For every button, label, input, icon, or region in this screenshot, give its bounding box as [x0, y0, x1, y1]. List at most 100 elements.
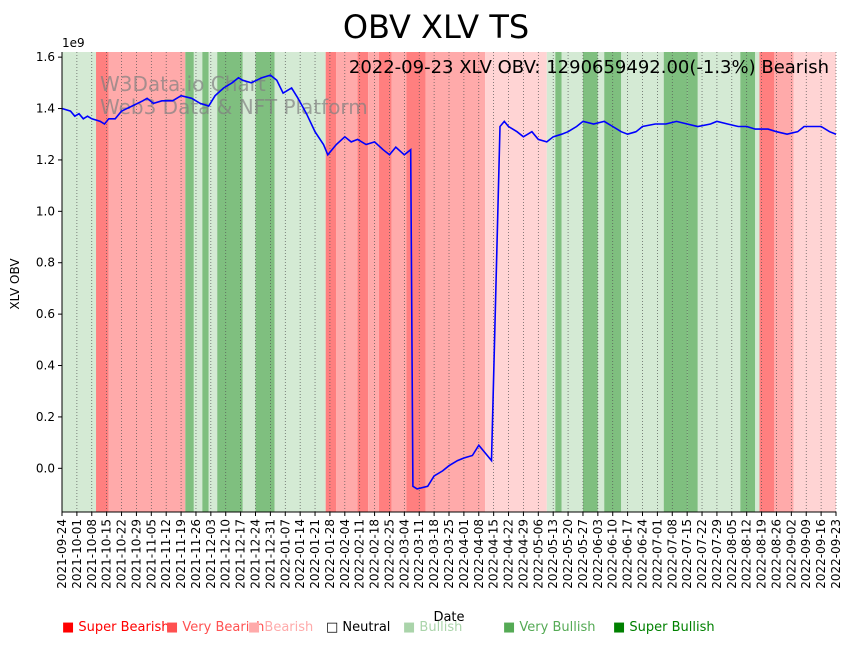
x-tick-label: 2022-03-04: [397, 519, 411, 589]
legend-item-neutral: □ Neutral: [326, 620, 391, 635]
legend-item-bearish: ■ Bearish: [248, 620, 314, 635]
x-tick-label: 2022-06-24: [636, 519, 650, 589]
y-axis-label: XLV OBV: [8, 258, 22, 310]
region-very-bullish: [687, 52, 698, 512]
x-tick-label: 2021-10-15: [100, 519, 114, 589]
x-tick-label: 2022-08-05: [725, 519, 739, 589]
x-tick-label: 2022-07-01: [650, 519, 664, 589]
x-tick-label: 2021-11-19: [174, 519, 188, 589]
y-tick-label: 1.2: [36, 153, 55, 167]
x-tick-label: 2021-10-22: [115, 519, 129, 589]
x-tick-label: 2022-07-22: [695, 519, 709, 589]
x-tick-label: 2021-12-10: [219, 519, 233, 589]
region-very-bullish: [217, 52, 243, 512]
x-tick-label: 2021-10-08: [85, 519, 99, 589]
x-tick-label: 2022-07-08: [665, 519, 679, 589]
region-very-bearish: [357, 52, 369, 512]
region-bullish: [621, 52, 664, 512]
region-very-bearish: [759, 52, 775, 512]
x-tick-label: 2022-02-11: [353, 519, 367, 589]
y-tick-label: 0.6: [36, 307, 55, 321]
latest-value-annotation: 2022-09-23 XLV OBV: 1290659492.00(-1.3%)…: [349, 57, 829, 78]
x-tick-label: 2022-01-21: [308, 519, 322, 589]
region-very-bullish: [255, 52, 275, 512]
legend-item-super-bearish: ■ Super Bearish: [62, 620, 170, 635]
x-tick-label: 2021-11-05: [144, 519, 158, 589]
obv-series-line: [61, 74, 837, 490]
region-very-bearish: [325, 52, 337, 512]
legend-item-very-bearish: ■ Very Bearish: [166, 620, 265, 635]
y-tick-label: 0.0: [36, 461, 55, 475]
x-tick-label: 2022-04-29: [516, 519, 530, 589]
x-tick-label: 2022-05-13: [546, 519, 560, 589]
legend-item-super-bullish: ■ Super Bullish: [613, 620, 715, 635]
region-bearish: [774, 52, 794, 512]
x-tick-label: 2022-06-10: [606, 519, 620, 589]
x-tick-label: 2021-09-24: [55, 519, 69, 589]
x-tick-label: 2022-05-27: [576, 519, 590, 589]
region-bullish: [697, 52, 741, 512]
x-tick-label: 2021-11-12: [159, 519, 173, 589]
x-tick-label: 2022-09-16: [814, 519, 828, 589]
x-tick-label: 2021-10-29: [129, 519, 143, 589]
x-tick-label: 2022-09-09: [799, 519, 813, 589]
region-bullish: [274, 52, 326, 512]
region-very-bullish: [582, 52, 598, 512]
x-tick-label: 2021-10-01: [70, 519, 84, 589]
region-bullish: [193, 52, 203, 512]
x-tick-label: 2022-02-04: [338, 519, 352, 589]
x-tick-label: 2021-12-03: [204, 519, 218, 589]
region-bullish: [755, 52, 760, 512]
signal-regions: [62, 52, 836, 512]
x-tick-label: 2022-06-03: [591, 519, 605, 589]
y-tick-label: 1.6: [36, 50, 55, 64]
y-tick-label: 1.4: [36, 102, 55, 116]
legend-item-very-bullish: ■ Very Bullish: [503, 620, 596, 635]
x-tick-label: 2022-03-18: [427, 519, 441, 589]
region-very-bearish: [378, 52, 392, 512]
region-very-bullish: [740, 52, 756, 512]
region-very-bullish: [663, 52, 688, 512]
x-tick-label: 2022-04-15: [487, 519, 501, 589]
x-tick-label: 2022-08-12: [740, 519, 754, 589]
y-tick-label: 1.0: [36, 204, 55, 218]
x-tick-label: 2022-02-25: [382, 519, 396, 589]
x-tick-label: 2022-09-23: [829, 519, 843, 589]
x-tick-label: 2021-12-17: [234, 519, 248, 589]
x-tick-label: 2022-05-20: [561, 519, 575, 589]
region-bearish-light: [485, 52, 547, 512]
region-bearish: [391, 52, 407, 512]
region-very-bullish: [555, 52, 562, 512]
region-bullish: [208, 52, 218, 512]
region-bearish: [368, 52, 379, 512]
region-bearish: [336, 52, 358, 512]
y-tick-label: 0.2: [36, 410, 55, 424]
region-very-bearish: [96, 52, 109, 512]
x-tick-label: 2022-04-08: [472, 519, 486, 589]
x-tick-label: 2022-05-06: [531, 519, 545, 589]
region-bullish: [62, 52, 97, 512]
x-tick-label: 2021-11-26: [189, 519, 203, 589]
region-bearish: [425, 52, 486, 512]
x-tick-label: 2021-12-31: [263, 519, 277, 589]
region-bullish: [242, 52, 256, 512]
y-tick-label: 0.4: [36, 359, 55, 373]
region-very-bullish: [185, 52, 194, 512]
legend-item-bullish: ■ Bullish: [403, 620, 463, 635]
watermark-line-2: Web3 Data & NFT Platform: [100, 95, 368, 119]
x-tick-label: 2022-07-15: [680, 519, 694, 589]
x-tick-label: 2022-04-01: [457, 519, 471, 589]
x-tick-label: 2022-01-07: [278, 519, 292, 589]
x-tick-label: 2022-08-26: [769, 519, 783, 589]
x-tick-label: 2022-02-18: [368, 519, 382, 589]
region-bullish: [546, 52, 556, 512]
region-very-bullish: [202, 52, 209, 512]
x-tick-label: 2021-12-24: [249, 519, 263, 589]
region-very-bearish: [406, 52, 426, 512]
chart-title: OBV XLV TS: [343, 8, 529, 46]
watermark-line-1: W3Data.io Chart: [100, 72, 266, 96]
y-tick-label: 0.8: [36, 256, 55, 270]
region-bullish: [597, 52, 605, 512]
